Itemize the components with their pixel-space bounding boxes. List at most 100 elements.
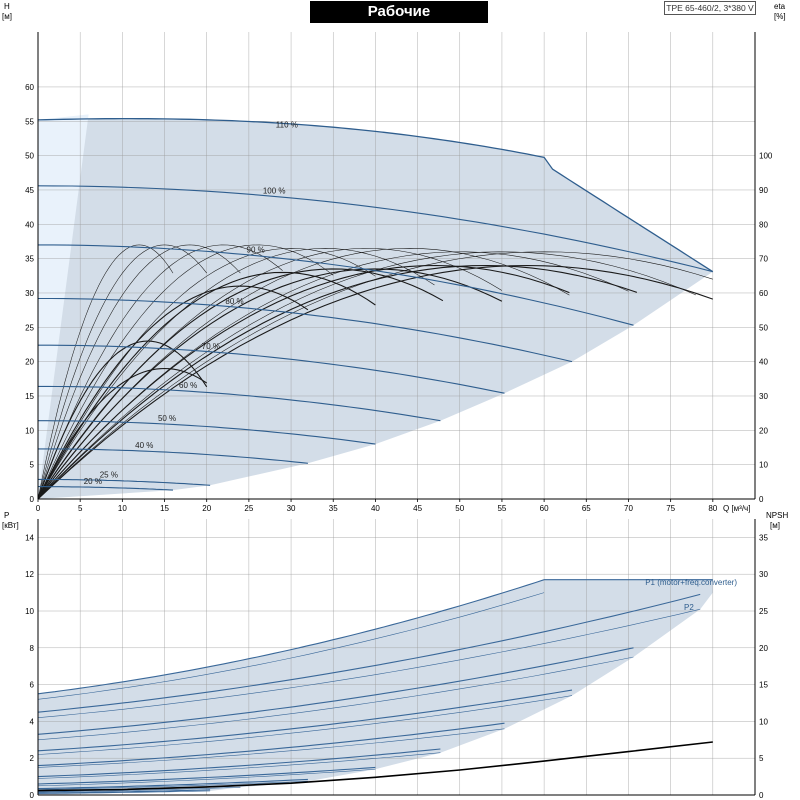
speed-label: 100 % <box>263 186 286 195</box>
y-tick-label-left: 12 <box>25 570 34 579</box>
p2-curve-8 <box>37 780 308 790</box>
efficiency-curve-19 <box>37 264 713 500</box>
y-tick-label-left: 4 <box>30 717 35 726</box>
efficiency-curve-4 <box>37 244 283 500</box>
efficiency-curve-20 <box>37 340 208 500</box>
efficiency-curve-6 <box>37 248 376 500</box>
efficiency-curve-16 <box>37 268 503 500</box>
y-tick-label-left: 20 <box>25 358 34 367</box>
speed-label: 25 % <box>100 470 118 479</box>
y-tick-label-right: 40 <box>759 358 768 367</box>
efficiency-curve-21 <box>37 367 207 500</box>
x-tick-label: 40 <box>371 504 380 513</box>
max-speed-curve <box>37 117 714 273</box>
y-tick-label-right: 60 <box>759 289 768 298</box>
speed-label: 60 % <box>179 381 197 390</box>
y-tick-label-left: 25 <box>25 323 34 332</box>
y-tick-label-right: 25 <box>759 607 768 616</box>
y-tick-label-right: 0 <box>759 495 764 504</box>
speed-curve-3 <box>38 244 634 326</box>
p2-curve-10 <box>38 790 211 794</box>
model-label: TPE 65-460/2, 3*380 V <box>664 1 756 15</box>
speed-curve-9 <box>38 478 211 486</box>
y-axis-unit-left: [м] <box>2 12 12 21</box>
p1-curve-7 <box>37 766 376 785</box>
x-tick-label: 45 <box>413 504 422 513</box>
y-axis-title-right: eta <box>774 2 786 11</box>
efficiency-curve-14 <box>37 271 376 500</box>
y-tick-label-right: 20 <box>759 426 768 435</box>
y-tick-label-right: 10 <box>759 717 768 726</box>
y-tick-label-left: 10 <box>25 426 34 435</box>
speed-curve-7 <box>38 420 376 445</box>
y-axis-unit-right: [%] <box>774 12 786 21</box>
efficiency-curve-15 <box>37 268 444 500</box>
speed-label: 110 % <box>276 121 298 130</box>
y-tick-label-left: 2 <box>30 754 35 763</box>
y-tick-label-right: 30 <box>759 570 768 579</box>
y-tick-label-left: 0 <box>30 791 35 800</box>
p1-max-curve <box>37 579 713 695</box>
y-tick-label-right: 10 <box>759 461 768 470</box>
y-tick-label-left: 50 <box>25 152 34 161</box>
p1-curve-8 <box>37 778 308 790</box>
series-label-p1: P1 (motor+freq.converter) <box>645 578 737 587</box>
y-tick-label-left: 55 <box>25 117 34 126</box>
y-tick-label-right: 80 <box>759 220 768 229</box>
y-tick-label-right: 50 <box>759 323 768 332</box>
chart-title: Рабочие характеристики <box>310 1 488 42</box>
x-tick-label: 0 <box>36 504 41 513</box>
y-tick-label-left: 6 <box>30 681 35 690</box>
speed-label: 50 % <box>158 414 176 423</box>
p1-curve-10 <box>37 789 211 794</box>
p1-curve-6 <box>37 748 441 778</box>
speed-curve-8 <box>38 448 308 464</box>
x-tick-label: 15 <box>160 504 169 513</box>
speed-label: 80 % <box>225 297 243 306</box>
efficiency-curve-7 <box>37 248 435 500</box>
efficiency-curve-2 <box>37 244 207 500</box>
speed-label: 20 % <box>84 477 102 486</box>
x-axis-title: Q [м³/ч] <box>723 504 750 513</box>
p1-curve-5 <box>37 722 505 767</box>
y-axis-title-left: P <box>4 511 9 520</box>
x-tick-label: 80 <box>708 504 717 513</box>
y-tick-label-right: 5 <box>759 754 764 763</box>
speed-curve-4 <box>38 297 573 363</box>
y-tick-label-left: 40 <box>25 220 34 229</box>
y-tick-label-right: 30 <box>759 392 768 401</box>
x-tick-label: 60 <box>540 504 549 513</box>
y-tick-label-left: 5 <box>30 461 35 470</box>
y-tick-label-left: 14 <box>25 533 34 542</box>
p2-curve-7 <box>37 768 376 787</box>
efficiency-curve-18 <box>37 264 638 500</box>
y-tick-label-left: 60 <box>25 83 34 92</box>
x-tick-label: 5 <box>78 504 83 513</box>
power-plot: 0 2 4 6 8 10 12 14 0 5 10 15 20 25 30 35 P[кВт] NPSH[м] P1… <box>2 511 788 800</box>
y-tick-label-right: 15 <box>759 681 768 690</box>
head-plot: 110 %100 %90 %80 %70 %60 %50 %40 %25 %20… <box>2 2 786 513</box>
x-tick-label: 55 <box>497 504 506 513</box>
efficiency-curve-13 <box>37 285 309 500</box>
speed-label: 70 % <box>202 342 220 351</box>
p2-curve-4 <box>37 695 573 755</box>
y-tick-label-left: 8 <box>30 644 35 653</box>
y-axis-title-right: NPSH <box>766 511 788 520</box>
x-tick-label: 75 <box>666 504 675 513</box>
x-tick-label: 25 <box>244 504 253 513</box>
speed-curve-5 <box>38 344 505 394</box>
speed-curve-10 <box>38 486 174 491</box>
speed-curve-6 <box>38 385 441 422</box>
y-axis-unit-right: [м] <box>770 521 780 530</box>
y-tick-label-left: 30 <box>25 289 34 298</box>
x-tick-label: 20 <box>202 504 211 513</box>
series-label-p2: P2 <box>684 603 694 612</box>
y-tick-label-right: 100 <box>759 152 773 161</box>
y-tick-label-left: 0 <box>30 495 35 504</box>
p2-curve-9 <box>37 787 241 793</box>
low-flow-region <box>38 114 89 500</box>
x-tick-label: 10 <box>118 504 127 513</box>
speed-label: 90 % <box>247 246 265 255</box>
y-axis-title-left: H <box>4 2 10 11</box>
